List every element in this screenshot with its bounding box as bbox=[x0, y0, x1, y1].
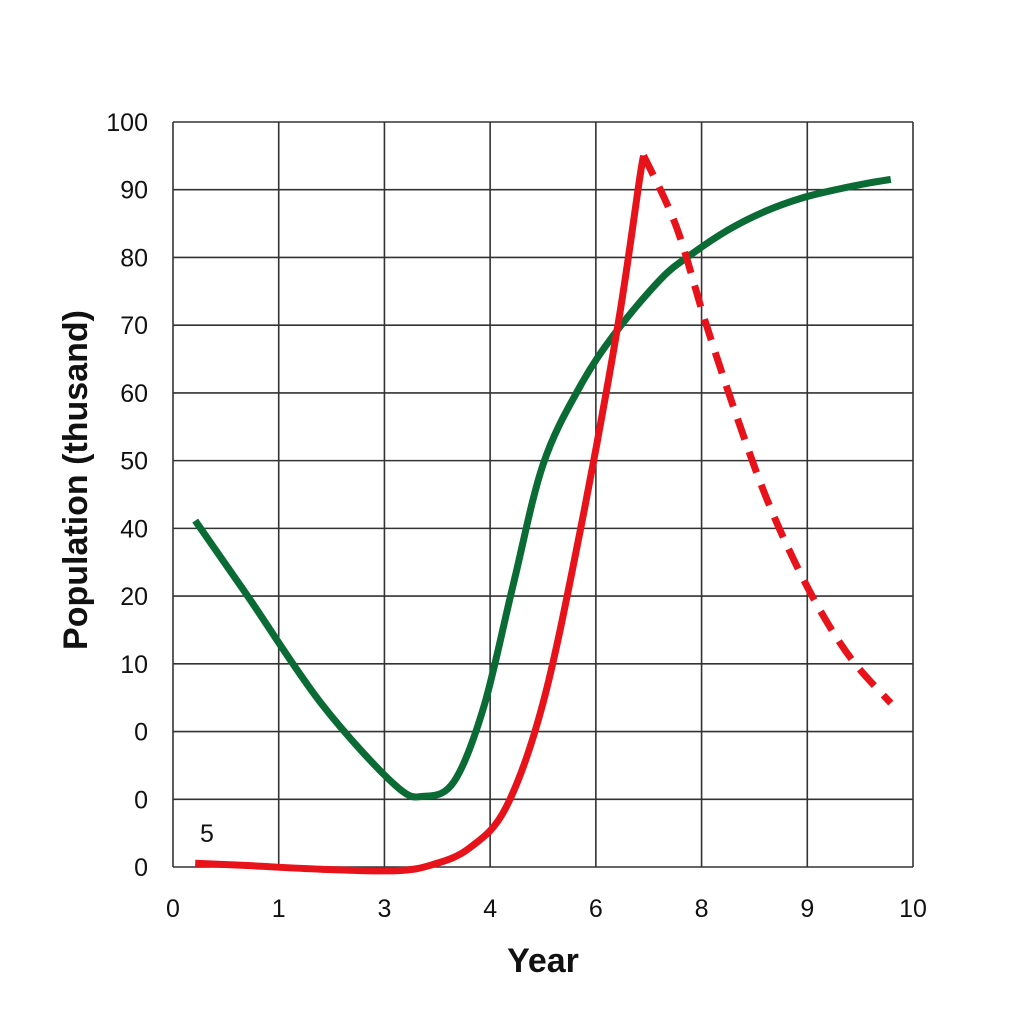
series-layer bbox=[192, 154, 894, 875]
y-tick-label: 100 bbox=[106, 109, 148, 137]
y-tick-label: 10 bbox=[120, 651, 148, 679]
x-tick-label: 6 bbox=[589, 895, 603, 923]
x-axis-title: Year bbox=[507, 942, 579, 980]
y-tick-label: 20 bbox=[120, 583, 148, 611]
y-tick-label: 90 bbox=[120, 177, 148, 205]
grid bbox=[172, 121, 914, 868]
x-tick-label: 9 bbox=[800, 895, 814, 923]
series-line-3-dashed bbox=[640, 154, 894, 706]
series-line-1 bbox=[192, 175, 892, 801]
y-tick-label: 40 bbox=[120, 515, 148, 543]
series-line-2 bbox=[195, 154, 648, 875]
y-axis-title: Population (thusand) bbox=[57, 310, 95, 650]
x-tick-label: 8 bbox=[695, 895, 709, 923]
annotation-label: 5 bbox=[200, 820, 214, 848]
y-tick-label: 0 bbox=[134, 854, 148, 882]
x-tick-label: 4 bbox=[483, 895, 497, 923]
y-tick-label: 70 bbox=[120, 312, 148, 340]
y-tick-label: 50 bbox=[120, 448, 148, 476]
x-tick-label: 3 bbox=[377, 895, 391, 923]
x-tick-label: 1 bbox=[272, 895, 286, 923]
y-tick-label: 0 bbox=[134, 719, 148, 747]
x-tick-label: 10 bbox=[899, 895, 927, 923]
x-tick-label: 0 bbox=[166, 895, 180, 923]
y-tick-label: 60 bbox=[120, 380, 148, 408]
y-tick-label: 0 bbox=[134, 786, 148, 814]
y-tick-label: 80 bbox=[120, 244, 148, 272]
